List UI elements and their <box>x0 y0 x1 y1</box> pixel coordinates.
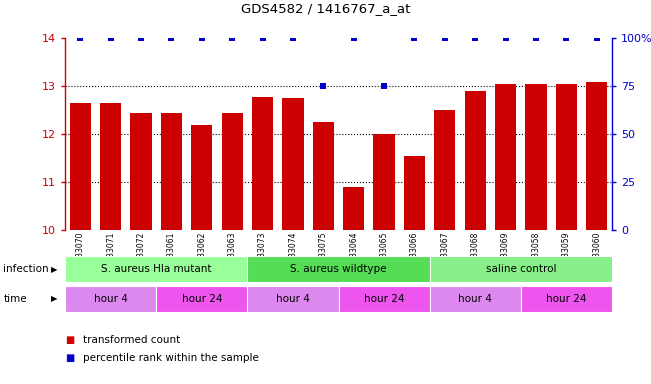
Text: hour 4: hour 4 <box>94 294 128 304</box>
Text: ▶: ▶ <box>51 265 57 274</box>
Point <box>409 35 420 41</box>
Text: S. aureus Hla mutant: S. aureus Hla mutant <box>101 264 212 274</box>
Bar <box>404 156 425 230</box>
Point <box>348 35 359 41</box>
Text: percentile rank within the sample: percentile rank within the sample <box>83 353 259 363</box>
Bar <box>430 256 612 282</box>
Text: ■: ■ <box>65 335 74 345</box>
Bar <box>312 122 334 230</box>
Point <box>592 35 602 41</box>
Point <box>501 35 511 41</box>
Text: hour 24: hour 24 <box>182 294 222 304</box>
Bar <box>221 113 243 230</box>
Point <box>439 35 450 41</box>
Bar <box>586 82 607 230</box>
Text: GDS4582 / 1416767_a_at: GDS4582 / 1416767_a_at <box>241 2 410 15</box>
Point <box>561 35 572 41</box>
Point <box>197 35 207 41</box>
Point <box>257 35 268 41</box>
Bar <box>339 286 430 312</box>
Bar <box>495 84 516 230</box>
Bar <box>130 113 152 230</box>
Bar <box>156 286 247 312</box>
Text: hour 4: hour 4 <box>458 294 492 304</box>
Bar <box>161 113 182 230</box>
Text: hour 24: hour 24 <box>546 294 587 304</box>
Bar <box>252 97 273 230</box>
Bar <box>247 256 430 282</box>
Point <box>105 35 116 41</box>
Bar <box>283 98 303 230</box>
Bar <box>430 286 521 312</box>
Text: ■: ■ <box>65 353 74 363</box>
Bar <box>521 286 612 312</box>
Point <box>470 35 480 41</box>
Text: time: time <box>3 294 27 304</box>
Text: S. aureus wildtype: S. aureus wildtype <box>290 264 387 274</box>
Bar <box>343 187 365 230</box>
Point <box>288 35 298 41</box>
Point <box>75 35 85 41</box>
Text: transformed count: transformed count <box>83 335 180 345</box>
Bar <box>100 103 121 230</box>
Bar <box>374 134 395 230</box>
Bar <box>556 84 577 230</box>
Point <box>227 35 238 41</box>
Point <box>531 35 541 41</box>
Text: hour 4: hour 4 <box>276 294 310 304</box>
Bar <box>525 84 547 230</box>
Text: infection: infection <box>3 264 49 274</box>
Bar <box>247 286 339 312</box>
Point <box>166 35 176 41</box>
Bar <box>191 125 212 230</box>
Bar <box>465 91 486 230</box>
Point <box>379 83 389 89</box>
Bar <box>65 286 156 312</box>
Point <box>318 83 329 89</box>
Text: saline control: saline control <box>486 264 556 274</box>
Bar <box>70 103 91 230</box>
Point <box>136 35 146 41</box>
Text: ▶: ▶ <box>51 294 57 303</box>
Bar <box>65 256 247 282</box>
Bar <box>434 111 456 230</box>
Text: hour 24: hour 24 <box>364 294 404 304</box>
